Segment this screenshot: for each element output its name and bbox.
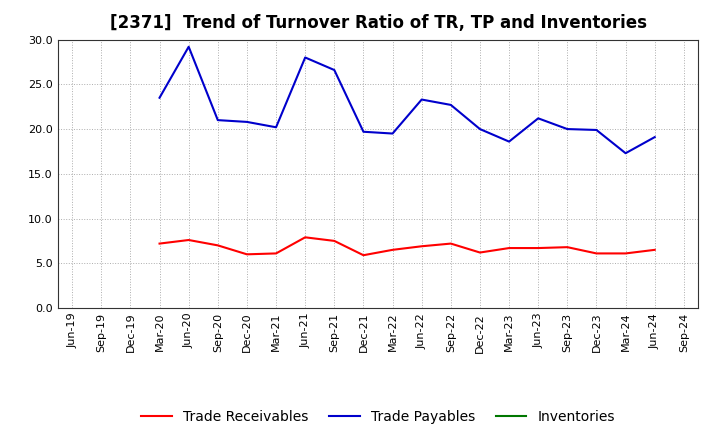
Trade Payables [243, 119, 251, 125]
Line: Trade Receivables: Trade Receivables [160, 237, 654, 255]
Trade Receivables [243, 252, 251, 257]
Trade Receivables [592, 251, 600, 256]
Trade Payables [446, 102, 455, 107]
Trade Payables [388, 131, 397, 136]
Trade Receivables [418, 244, 426, 249]
Legend: Trade Receivables, Trade Payables, Inventories: Trade Receivables, Trade Payables, Inven… [135, 405, 621, 430]
Trade Payables [418, 97, 426, 102]
Trade Payables [563, 126, 572, 132]
Trade Payables [534, 116, 543, 121]
Trade Receivables [330, 238, 338, 244]
Trade Payables [650, 135, 659, 140]
Trade Receivables [650, 247, 659, 253]
Title: [2371]  Trend of Turnover Ratio of TR, TP and Inventories: [2371] Trend of Turnover Ratio of TR, TP… [109, 15, 647, 33]
Trade Payables [271, 125, 280, 130]
Trade Payables [505, 139, 513, 144]
Trade Receivables [388, 247, 397, 253]
Trade Receivables [156, 241, 164, 246]
Trade Payables [592, 127, 600, 132]
Trade Receivables [359, 253, 368, 258]
Trade Receivables [301, 235, 310, 240]
Trade Payables [330, 67, 338, 73]
Trade Receivables [476, 250, 485, 255]
Trade Payables [476, 126, 485, 132]
Trade Receivables [184, 237, 193, 242]
Trade Receivables [213, 243, 222, 248]
Trade Payables [621, 150, 630, 156]
Trade Payables [213, 117, 222, 123]
Trade Receivables [621, 251, 630, 256]
Trade Payables [359, 129, 368, 134]
Trade Receivables [563, 245, 572, 250]
Trade Receivables [534, 246, 543, 251]
Trade Receivables [271, 251, 280, 256]
Line: Trade Payables: Trade Payables [160, 47, 654, 153]
Trade Receivables [505, 246, 513, 251]
Trade Payables [184, 44, 193, 49]
Trade Payables [301, 55, 310, 60]
Trade Receivables [446, 241, 455, 246]
Trade Payables [156, 95, 164, 100]
